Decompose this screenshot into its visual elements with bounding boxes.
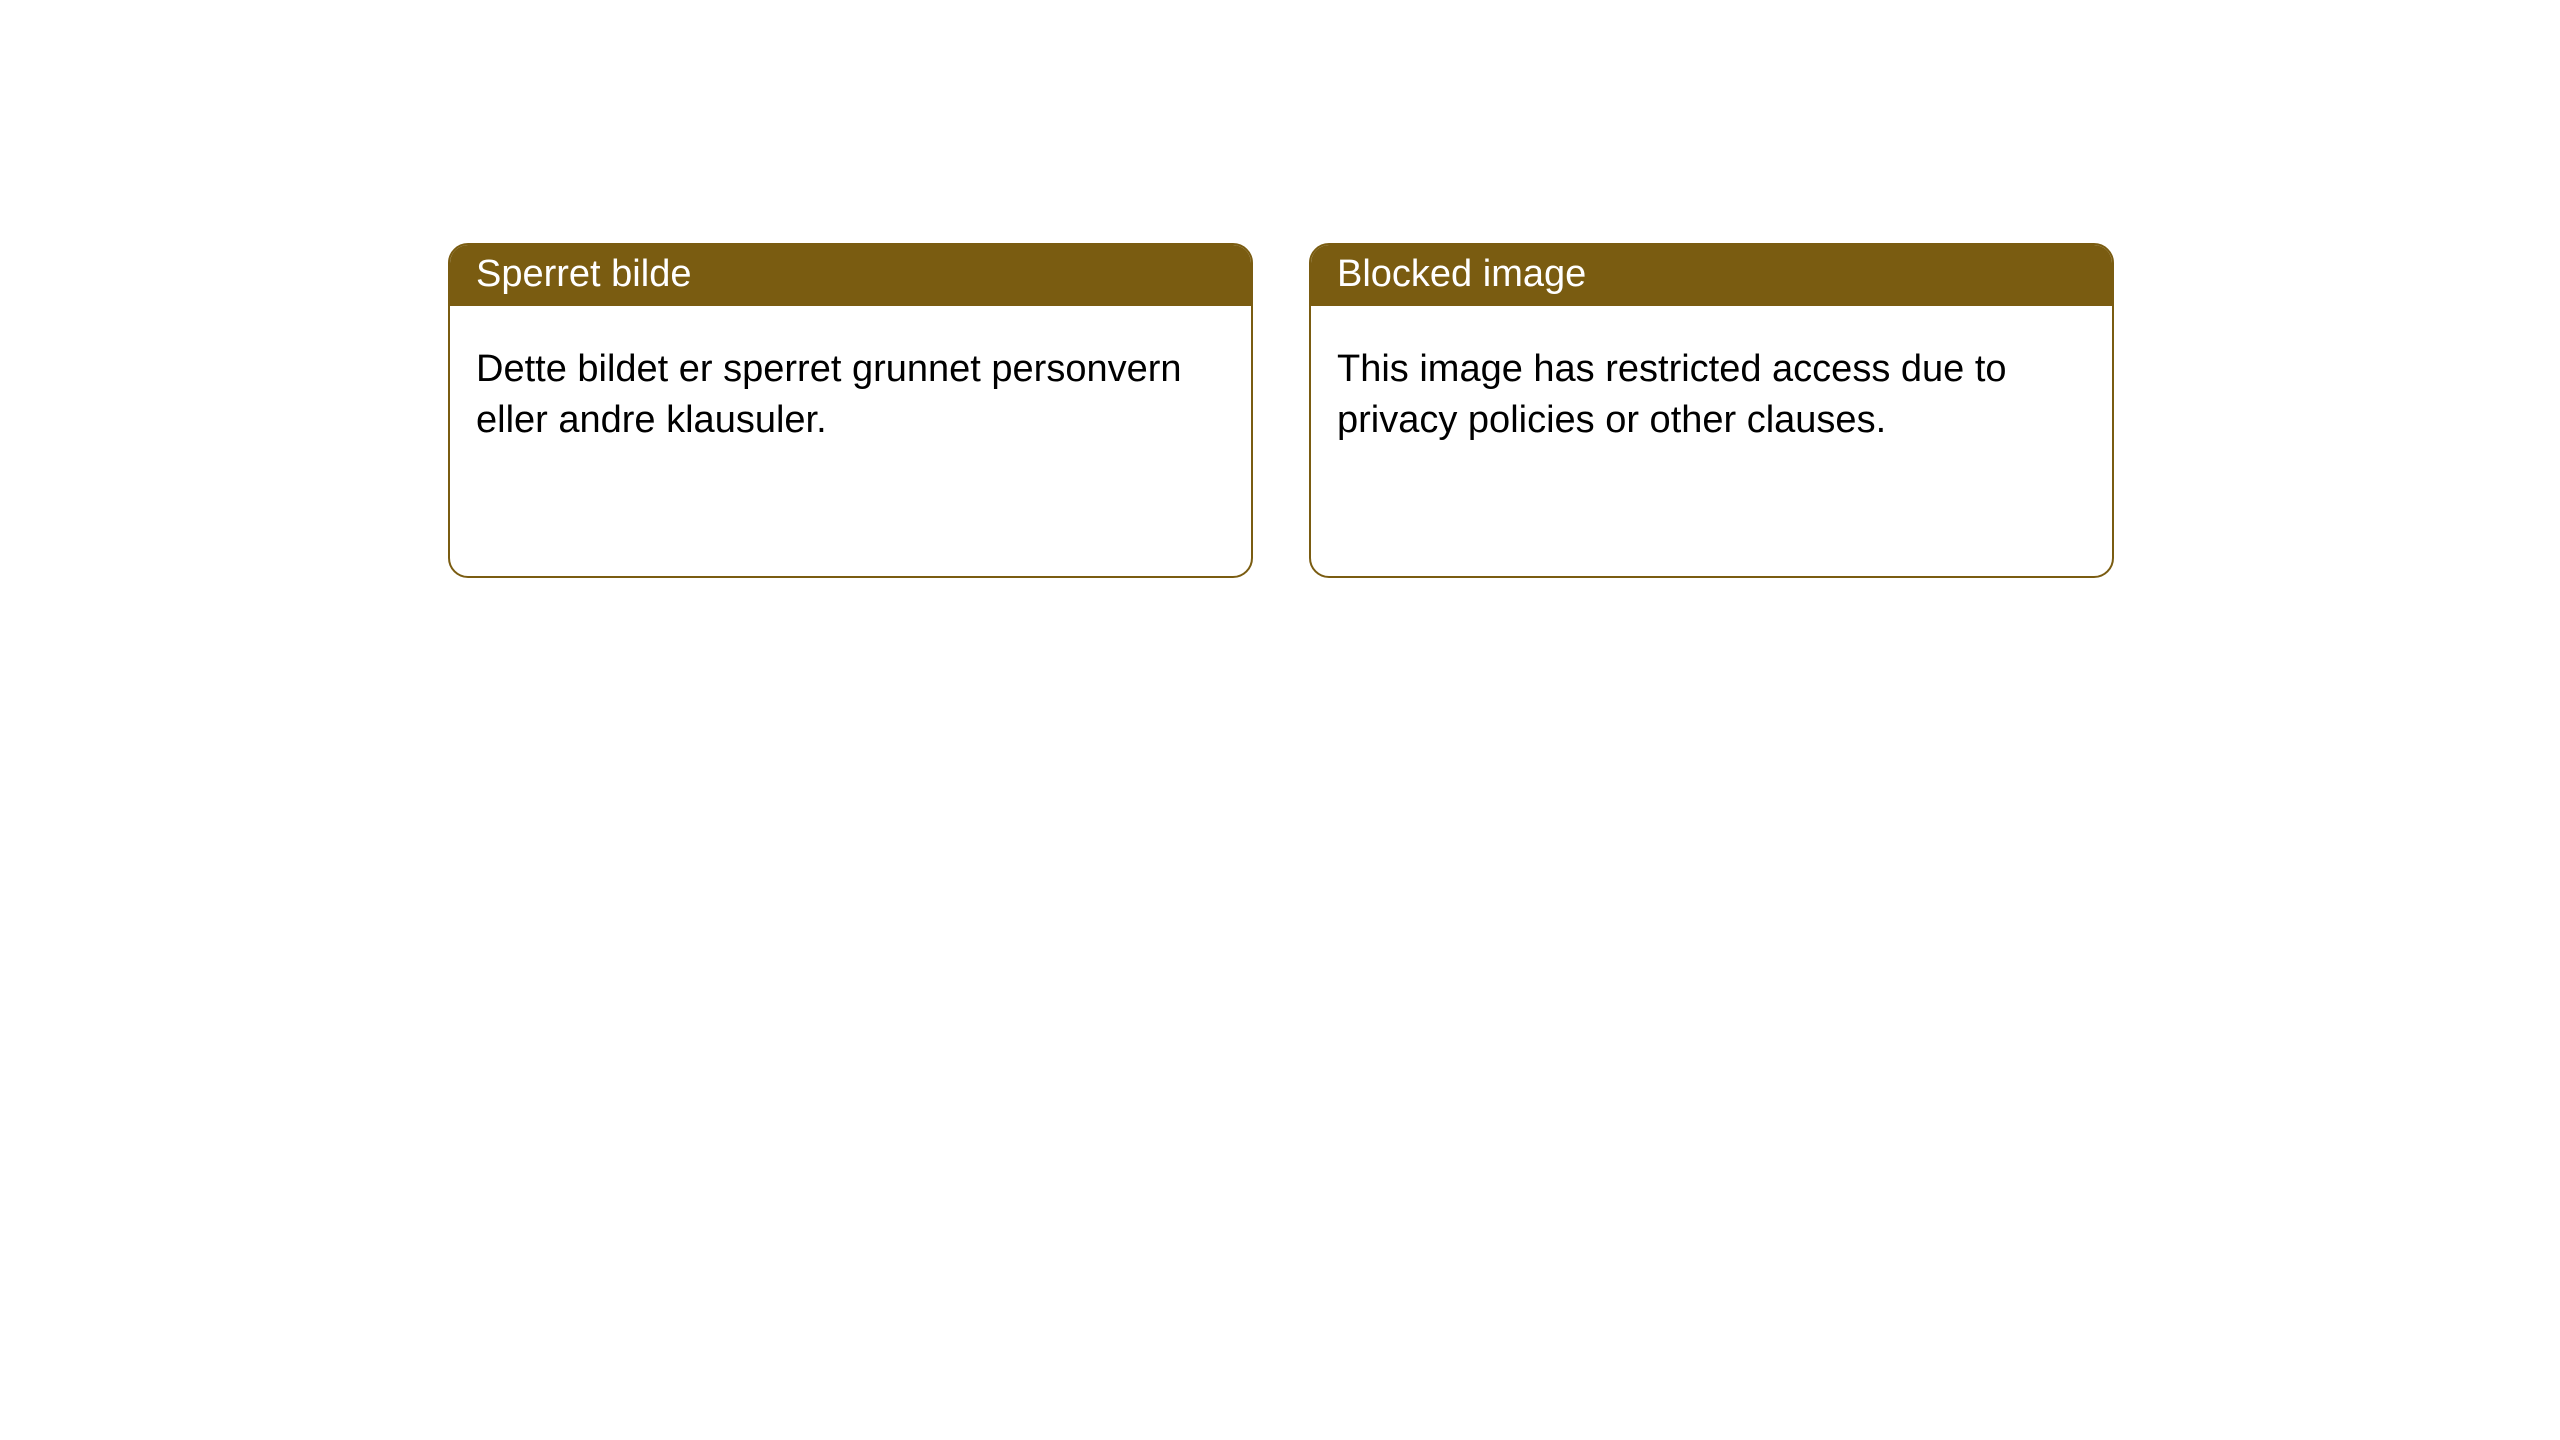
card-body-norwegian: Dette bildet er sperret grunnet personve…	[450, 306, 1251, 473]
blocked-image-card-norwegian: Sperret bilde Dette bildet er sperret gr…	[448, 243, 1253, 578]
notice-cards-container: Sperret bilde Dette bildet er sperret gr…	[0, 0, 2560, 578]
blocked-image-card-english: Blocked image This image has restricted …	[1309, 243, 2114, 578]
card-header-norwegian: Sperret bilde	[450, 245, 1251, 306]
card-body-english: This image has restricted access due to …	[1311, 306, 2112, 473]
card-header-english: Blocked image	[1311, 245, 2112, 306]
